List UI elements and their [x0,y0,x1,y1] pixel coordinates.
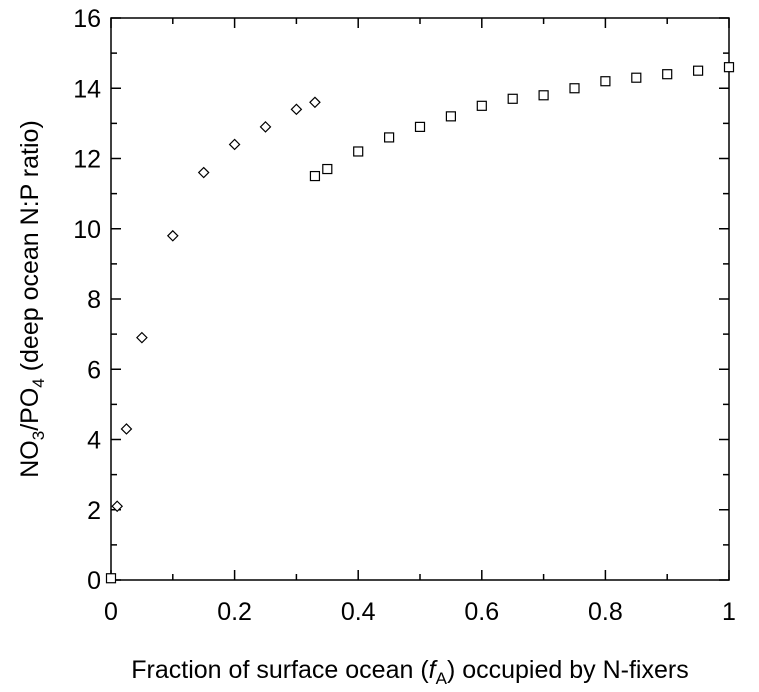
square-point [662,69,673,80]
square-point [692,65,704,76]
diamond-point [197,166,210,179]
square-point [600,76,611,87]
axis-ticks [110,17,730,581]
diamond-point [111,500,124,513]
square-point [322,163,333,175]
square-point [353,146,364,157]
diamond-point [120,423,133,435]
square-point [414,121,426,132]
plot-frame [110,17,730,581]
y-tick-label: 6 [87,356,101,384]
square-point [105,573,117,584]
diamond-point [290,103,303,116]
square-point [538,90,549,101]
square-point [309,170,321,182]
x-tick-label: 0.6 [464,598,499,626]
y-tick-label: 10 [73,216,101,244]
x-tick-label: 0.8 [588,598,623,626]
y-tick-label: 2 [87,497,101,525]
y-tick-label: 14 [73,75,101,103]
data-points [105,62,735,584]
y-tick-label: 12 [73,146,101,174]
square-point [384,132,395,143]
square-point [476,100,487,111]
y-tick-label: 16 [73,5,101,33]
diamond-point [228,138,241,151]
x-tick-label: 0.4 [341,598,376,626]
x-tick-label: 0.2 [217,598,252,626]
y-tick-label: 8 [87,286,101,314]
diamond-point [259,121,272,133]
square-point [569,83,580,94]
diamond-point [166,229,179,242]
diamond-point [136,331,148,344]
square-point [723,62,735,73]
square-point [507,93,518,104]
x-tick-label: 0 [104,598,118,626]
x-axis-title: Fraction of surface ocean (fA) occupied … [131,656,688,688]
y-axis-title: NO3/PO4 (deep ocean N:P ratio) [16,120,48,478]
y-tick-label: 0 [87,567,101,595]
square-point [631,72,642,83]
y-tick-label: 4 [87,427,101,455]
x-tick-label: 1 [722,598,736,626]
diamond-point [309,96,321,109]
square-point [445,111,456,122]
